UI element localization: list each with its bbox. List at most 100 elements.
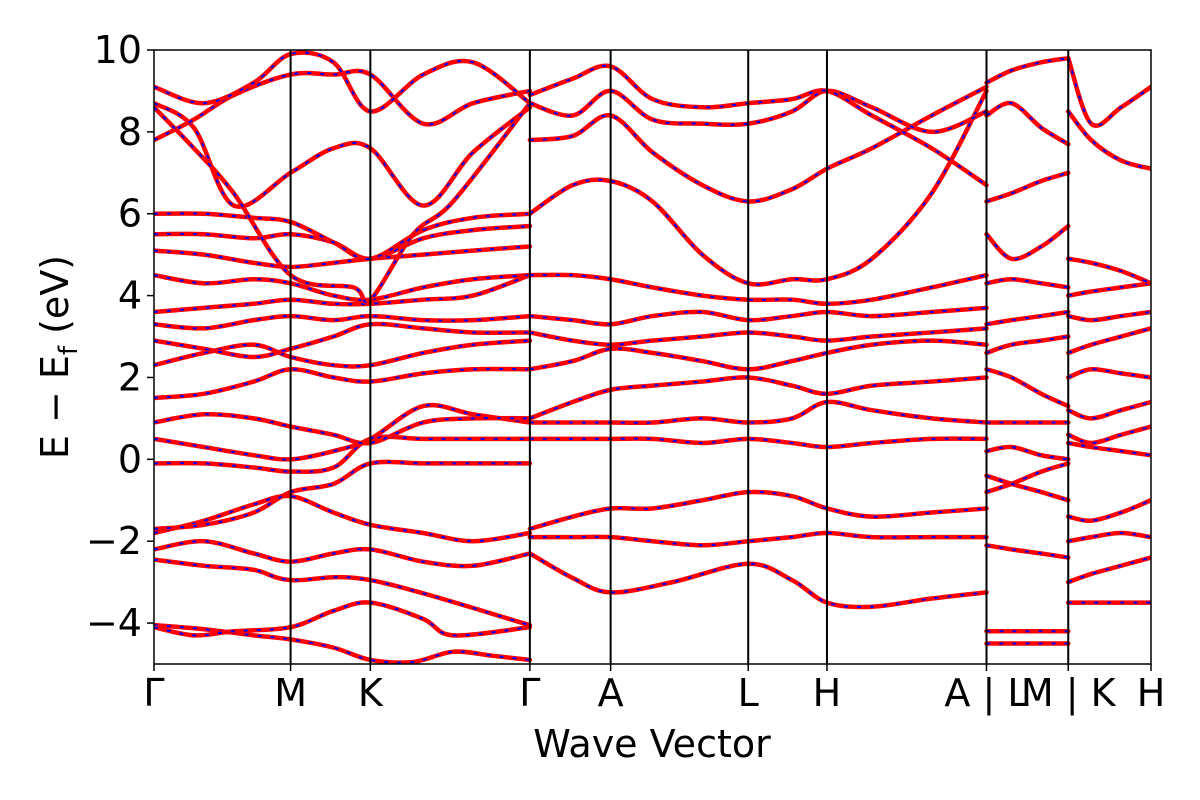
band-series-7 xyxy=(154,434,533,475)
band-series-18 xyxy=(154,211,533,262)
band-series-46 xyxy=(984,276,1071,290)
y-tick-label: 0 xyxy=(118,437,142,481)
band-line-blue-dash xyxy=(154,315,530,330)
band-line-blue-dash xyxy=(1067,368,1151,379)
band-line-blue-dash xyxy=(1067,425,1151,444)
band-line-blue-dash xyxy=(986,462,1069,494)
band-line-red xyxy=(1066,55,1151,128)
y-tick-label: −2 xyxy=(86,519,142,563)
band-line-red xyxy=(1066,530,1151,544)
band-series-63 xyxy=(1066,109,1151,171)
y-tick-label: −4 xyxy=(86,601,142,645)
x-tick-label: H xyxy=(813,671,842,715)
band-series-47 xyxy=(984,223,1071,262)
y-tick-label: 6 xyxy=(118,192,142,236)
band-series-15 xyxy=(154,272,533,303)
x-tick-label: A xyxy=(598,671,624,715)
plot-frame xyxy=(153,49,1152,665)
band-series-49 xyxy=(984,100,1071,147)
band-series-48 xyxy=(984,170,1071,204)
band-series-20 xyxy=(154,68,533,143)
band-line-blue-dash xyxy=(154,460,530,530)
y-tick-label: 10 xyxy=(94,28,142,72)
band-line-red xyxy=(984,367,1071,409)
band-series-62 xyxy=(1066,256,1151,286)
band-series-21 xyxy=(154,50,533,114)
band-line-blue-dash xyxy=(154,69,531,141)
band-line-blue-dash xyxy=(986,171,1069,203)
band-line-blue-dash xyxy=(1067,556,1151,584)
band-line-red xyxy=(154,100,533,305)
y-axis-label-main: E − E xyxy=(33,355,77,459)
band-series-58 xyxy=(1066,366,1151,380)
band-line-blue-dash xyxy=(985,225,1069,261)
x-tick-label: L xyxy=(738,671,759,715)
band-series-19 xyxy=(154,100,533,209)
band-line-blue-dash xyxy=(1067,327,1151,354)
y-tick-group: −4 −2 0 2 4 6 8 10 xyxy=(86,28,154,645)
band-line-red xyxy=(1066,256,1151,286)
band-line-blue-dash xyxy=(154,322,530,359)
band-line-blue-dash xyxy=(986,544,1069,559)
x-tick-label: Γ xyxy=(519,671,540,715)
band-line-blue-dash xyxy=(986,278,1069,289)
band-line-blue-dash xyxy=(154,212,530,260)
band-line-blue-dash xyxy=(529,89,987,133)
band-series-14 xyxy=(154,272,533,315)
kpoint-divider-group xyxy=(289,50,1070,664)
x-tick-label: H xyxy=(1137,671,1166,715)
band-series-54 xyxy=(1066,498,1151,524)
band-series-10 xyxy=(154,366,533,401)
band-series-41 xyxy=(984,444,1071,462)
band-line-blue-dash xyxy=(154,245,530,268)
band-line-blue-dash xyxy=(986,446,1069,461)
band-line-blue-dash xyxy=(529,400,987,424)
x-tick-label: M xyxy=(274,671,307,715)
band-line-red xyxy=(1066,281,1151,298)
band-line-blue-dash xyxy=(154,435,530,473)
band-series-64 xyxy=(1066,55,1151,128)
x-tick-label: Γ xyxy=(143,671,164,715)
band-series-38 xyxy=(984,543,1071,560)
band-line-blue-dash xyxy=(1067,401,1151,420)
y-tick-label: 2 xyxy=(118,355,142,399)
band-line-red xyxy=(527,88,989,287)
x-tick-group: Γ M K Γ A L H A | LM | K H xyxy=(143,664,1165,716)
band-line-blue-dash xyxy=(154,404,531,461)
x-tick-label: A | L xyxy=(944,671,1028,716)
band-line-red xyxy=(1066,309,1151,323)
band-line-red xyxy=(1066,440,1151,458)
y-axis-label-unit: (eV) xyxy=(33,255,77,346)
y-tick-label: 8 xyxy=(118,110,142,154)
band-line-blue-dash xyxy=(986,310,1069,326)
band-line-blue-dash xyxy=(154,540,531,568)
y-axis-label-subscript: f xyxy=(54,345,84,355)
band-series-12 xyxy=(154,321,533,360)
x-axis-label: Wave Vector xyxy=(533,722,771,766)
band-series-52 xyxy=(1066,555,1151,585)
band-line-blue-dash xyxy=(529,552,987,608)
band-line-blue-dash xyxy=(154,102,531,208)
band-line-red xyxy=(154,50,533,114)
band-line-blue-dash xyxy=(985,102,1069,146)
band-series-2 xyxy=(154,557,533,628)
band-series-22 xyxy=(154,100,533,305)
band-line-blue-dash xyxy=(154,558,531,627)
band-series-44 xyxy=(984,334,1071,356)
band-series-40 xyxy=(984,473,1071,503)
y-axis-label: E − Ef (eV) xyxy=(33,255,84,459)
band-line-blue-dash xyxy=(154,367,530,399)
x-tick-label: M | K xyxy=(1021,671,1117,716)
band-series-32 xyxy=(527,88,989,287)
x-tick-label: K xyxy=(358,671,384,715)
band-line-blue-dash xyxy=(154,413,530,445)
band-line-blue-dash xyxy=(154,274,530,302)
band-series-13 xyxy=(154,313,533,331)
band-series-5 xyxy=(154,493,533,544)
band-line-blue-dash xyxy=(1067,110,1151,170)
band-series-55 xyxy=(1066,440,1151,458)
band-series-45 xyxy=(984,309,1071,327)
band-series-50 xyxy=(984,55,1071,85)
